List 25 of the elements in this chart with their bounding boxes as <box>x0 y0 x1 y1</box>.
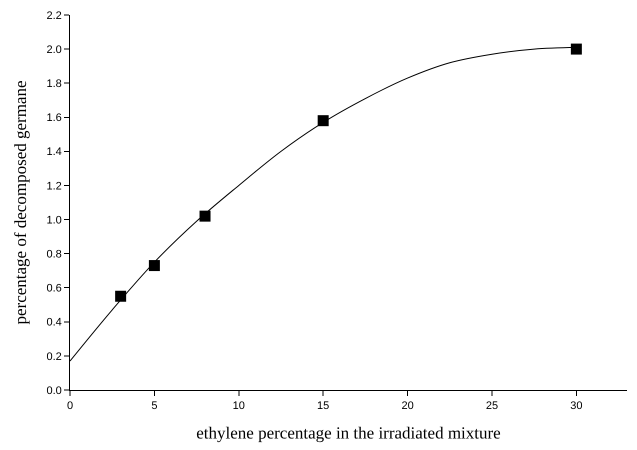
y-tick-label: 1.6 <box>46 112 62 124</box>
y-tick-label: 0.8 <box>46 248 62 260</box>
point <box>115 290 126 302</box>
y-tick-label: 2.0 <box>46 44 62 56</box>
y-axis-title: percentage of decomposed germane <box>11 80 30 325</box>
y-tick-label: 0.2 <box>46 350 62 363</box>
y-tick-label: 0.6 <box>46 282 62 295</box>
y-tick-label: 1.0 <box>46 214 62 226</box>
x-tick-label: 25 <box>486 400 498 412</box>
x-tick-label: 30 <box>570 400 582 412</box>
x-axis-title: ethylene percentage in the irradiated mixture <box>196 424 501 443</box>
point <box>200 210 211 222</box>
x-tick-label: 20 <box>401 400 414 412</box>
y-tick-label: 0.0 <box>46 384 62 397</box>
y-tick-label: 0.4 <box>46 316 62 329</box>
x-tick-label: 15 <box>317 400 330 412</box>
point <box>148 260 160 272</box>
point <box>570 44 582 55</box>
x-tick-label: 5 <box>151 400 158 412</box>
y-tick-label: 1.2 <box>46 180 62 192</box>
y-tick-label: 1.4 <box>46 146 62 158</box>
x-tick-label: 0 <box>66 400 74 412</box>
y-tick-label: 1.8 <box>46 78 62 90</box>
y-tick-label: 2.2 <box>46 10 62 22</box>
x-tick-label: 10 <box>232 400 245 412</box>
